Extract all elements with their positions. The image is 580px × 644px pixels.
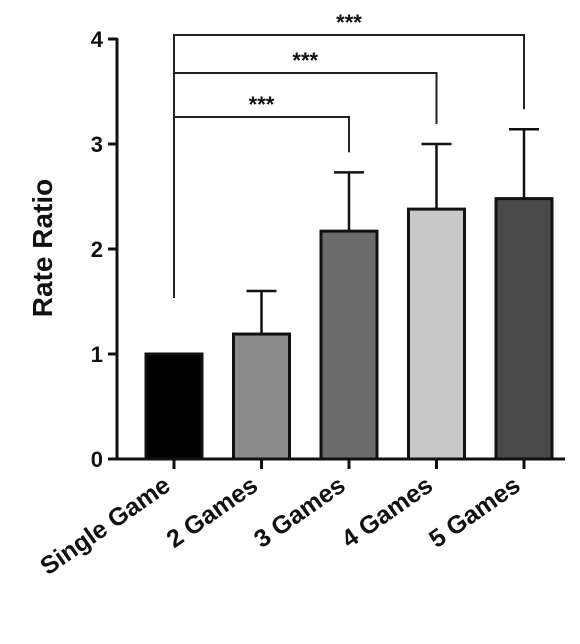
bar-4 [407,207,466,461]
x-tick-label-2: 2 Games [161,471,262,554]
bar-1 [144,352,204,461]
bars [144,197,554,461]
bar-2 [232,332,291,461]
y-tick-label-1: 1 [91,342,103,367]
significance-brackets: *** *** *** [173,10,525,298]
y-axis-title: Rate Ratio [27,179,58,317]
significance-label-3: *** [336,10,362,35]
error-bars [246,128,539,335]
significance-bracket-3 [173,34,525,298]
x-tick-label-5: 5 Games [424,471,525,554]
y-tick-label-0: 0 [91,447,103,472]
y-tick-label-3: 3 [91,132,103,157]
x-tick-label-3: 3 Games [249,471,350,554]
y-tick-label-4: 4 [91,27,104,52]
y-tick-label-2: 2 [91,237,103,262]
significance-label-2: *** [292,48,318,73]
significance-bracket-2 [173,72,438,298]
significance-label-1: *** [249,92,275,117]
bar-3 [319,229,379,461]
bar-5 [494,197,554,461]
x-tick-label-1: Single Game [35,471,175,581]
x-tick-label-4: 4 Games [336,471,437,554]
